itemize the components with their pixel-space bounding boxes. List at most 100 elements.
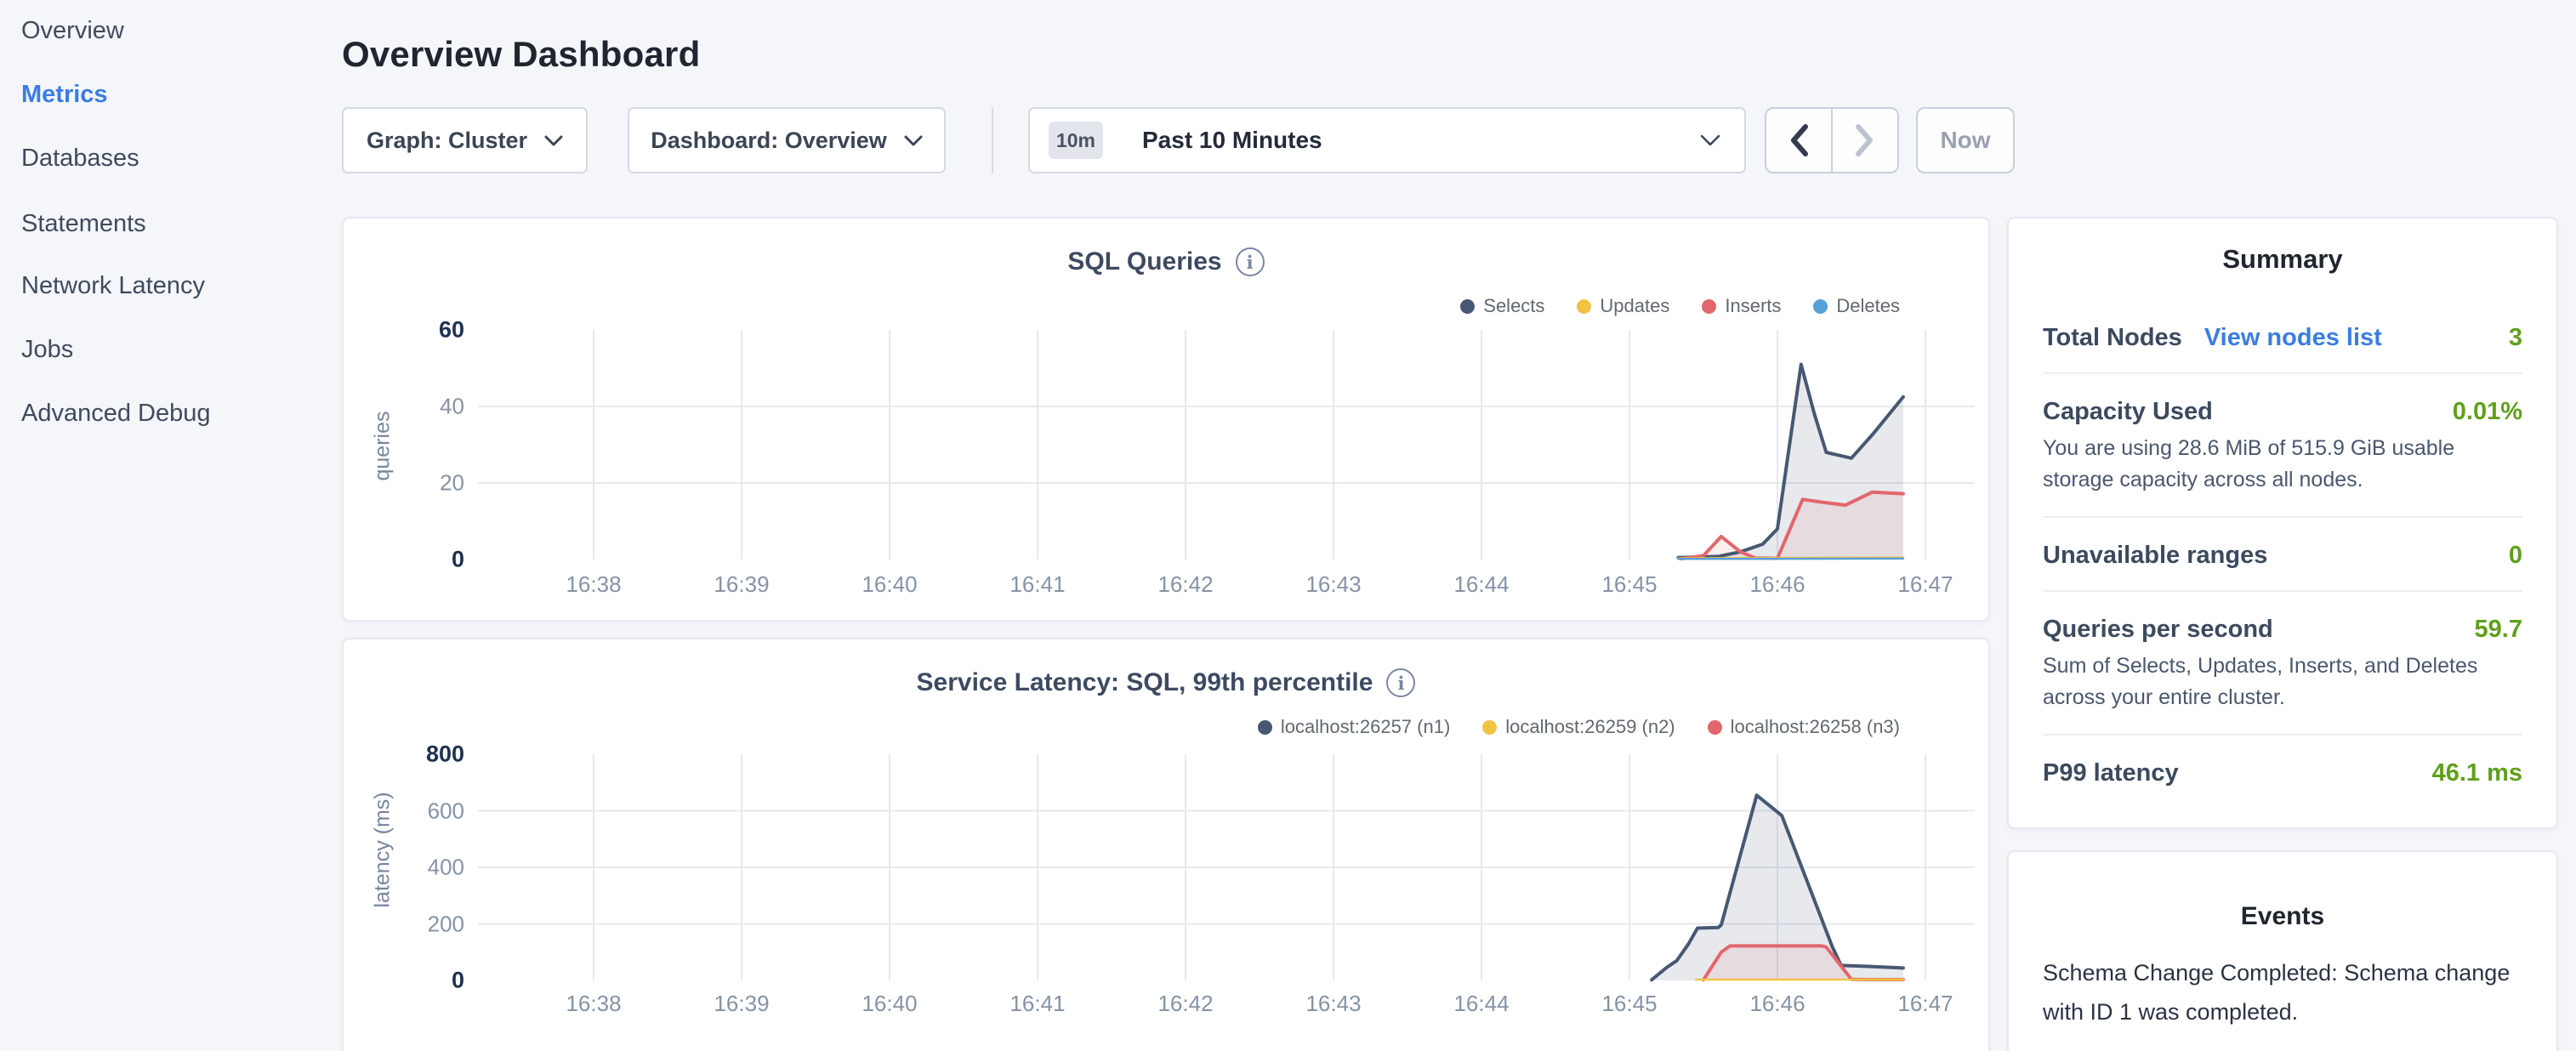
prev-time-button[interactable]	[1766, 109, 1831, 172]
sidebar-item-databases[interactable]: Databases	[21, 145, 139, 172]
legend-label: Updates	[1600, 295, 1670, 316]
view-nodes-list-link[interactable]: View nodes list	[2204, 324, 2382, 351]
legend-item: Updates	[1577, 295, 1669, 317]
y-tick-label: 20	[440, 469, 464, 496]
y-tick-label: 40	[440, 393, 464, 419]
info-icon[interactable]: i	[1235, 247, 1265, 276]
summary-row-label: P99 latency	[2043, 759, 2179, 787]
summary-row-value: 0	[2508, 542, 2522, 569]
legend-label: Inserts	[1725, 295, 1782, 316]
summary-title: Summary	[2222, 244, 2343, 274]
legend-label: Selects	[1483, 295, 1545, 316]
chart-legend: localhost:26257 (n1) localhost:26259 (n2…	[1257, 716, 1900, 738]
y-tick-label: 400	[427, 854, 464, 880]
graph-dropdown[interactable]: Graph: Cluster	[342, 107, 588, 173]
sidebar-item-statements[interactable]: Statements	[21, 210, 146, 237]
summary-row-p99-latency: P99 latency 46.1 ms	[2043, 736, 2522, 808]
x-tick-label: 16:45	[1601, 991, 1658, 1016]
summary-row-value: 0.01%	[2452, 398, 2522, 425]
summary-row-unavailable-ranges: Unavailable ranges 0	[2043, 518, 2522, 592]
summary-row-value: 59.7	[2474, 616, 2522, 643]
chevron-down-icon	[904, 135, 923, 146]
controls-divider	[992, 107, 993, 173]
x-tick-label: 16:42	[1157, 571, 1214, 597]
sidebar-item-overview[interactable]: Overview	[21, 17, 124, 44]
time-range-badge: 10m	[1049, 122, 1103, 159]
y-tick-label: 0	[451, 967, 464, 993]
sql-queries-plot: 16:38 16:39 16:40 16:41 16:42 16:43 16:44 16:45…	[344, 219, 1988, 620]
chevron-left-icon	[1791, 124, 1808, 156]
graph-dropdown-label: Graph: Cluster	[366, 127, 528, 153]
service-latency-plot: 16:38 16:39 16:40 16:41 16:42 16:43 16:44 16:45…	[344, 639, 1988, 1051]
y-tick-label: 0	[451, 546, 464, 572]
dashboard-dropdown[interactable]: Dashboard: Overview	[628, 107, 946, 173]
legend-label: localhost:26257 (n1)	[1280, 716, 1451, 737]
summary-row-queries-per-second: Queries per second 59.7 Sum of Selects, …	[2043, 592, 2522, 736]
x-tick-label: 16:41	[1009, 571, 1066, 597]
sql-queries-chart-card: SQL Queries i Selects Updates Inserts De…	[342, 217, 1990, 622]
legend-label: localhost:26259 (n2)	[1505, 716, 1675, 737]
x-tick-label: 16:43	[1305, 991, 1362, 1016]
x-tick-label: 16:39	[714, 991, 770, 1016]
next-time-button[interactable]	[1831, 109, 1897, 172]
sidebar-item-network-latency[interactable]: Network Latency	[21, 272, 205, 299]
x-tick-label: 16:40	[862, 571, 918, 597]
x-tick-label: 16:47	[1897, 571, 1953, 597]
summary-row-value: 3	[2508, 324, 2522, 351]
chevron-right-icon	[1856, 124, 1873, 156]
x-tick-label: 16:38	[566, 991, 622, 1016]
legend-dot-updates	[1577, 298, 1592, 314]
chevron-down-icon	[1700, 134, 1720, 146]
x-tick-label: 16:47	[1897, 991, 1953, 1016]
legend-label: Deletes	[1836, 295, 1900, 316]
sidebar-item-advanced-debug[interactable]: Advanced Debug	[21, 400, 211, 427]
events-panel: Events Schema Change Completed: Schema c…	[2007, 850, 2558, 1051]
legend-dot-n1	[1257, 719, 1272, 735]
now-button[interactable]: Now	[1916, 107, 2015, 173]
x-tick-label: 16:38	[566, 571, 622, 597]
events-title: Events	[2240, 901, 2325, 930]
legend-dot-inserts	[1702, 298, 1717, 314]
x-tick-label: 16:44	[1453, 991, 1510, 1016]
x-tick-label: 16:45	[1601, 571, 1658, 597]
chart-legend: Selects Updates Inserts Deletes	[1460, 295, 1900, 317]
legend-dot-n2	[1482, 719, 1498, 735]
x-tick-label: 16:41	[1009, 991, 1066, 1016]
event-item-text[interactable]: Schema Change Completed: Schema change w…	[2043, 959, 2511, 1025]
sidebar-item-metrics[interactable]: Metrics	[21, 81, 108, 108]
sidebar-item-jobs[interactable]: Jobs	[21, 336, 74, 363]
page-title: Overview Dashboard	[342, 34, 701, 75]
chart-title: Service Latency: SQL, 99th percentile	[916, 668, 1373, 696]
time-step-buttons	[1765, 107, 1899, 173]
summary-row-label: Total Nodes	[2043, 324, 2182, 351]
y-tick-label: 800	[425, 741, 464, 767]
legend-item: localhost:26258 (n3)	[1707, 716, 1900, 738]
chevron-down-icon	[544, 135, 563, 146]
legend-dot-deletes	[1813, 298, 1828, 314]
y-tick-label: 60	[438, 316, 464, 343]
time-range-selector[interactable]: 10m Past 10 Minutes	[1028, 107, 1746, 173]
summary-row-total-nodes: Total Nodes View nodes list 3	[2043, 300, 2522, 374]
summary-row-description: Sum of Selects, Updates, Inserts, and De…	[2043, 654, 2478, 709]
y-tick-label: 200	[427, 911, 464, 936]
x-tick-label: 16:39	[714, 571, 770, 597]
legend-item: localhost:26257 (n1)	[1257, 716, 1451, 738]
summary-row-description: You are using 28.6 MiB of 515.9 GiB usab…	[2043, 436, 2455, 491]
x-tick-label: 16:46	[1749, 991, 1805, 1016]
x-tick-label: 16:40	[862, 991, 918, 1016]
legend-dot-selects	[1460, 298, 1476, 314]
dashboard-dropdown-label: Dashboard: Overview	[651, 127, 887, 153]
summary-panel: Summary Total Nodes View nodes list 3 Ca…	[2007, 217, 2558, 829]
info-icon[interactable]: i	[1386, 668, 1416, 697]
x-tick-label: 16:42	[1157, 991, 1214, 1016]
y-tick-label: 600	[427, 798, 464, 823]
legend-label: localhost:26258 (n3)	[1730, 716, 1900, 737]
legend-item: Deletes	[1813, 295, 1900, 317]
legend-dot-n3	[1707, 719, 1722, 735]
summary-row-value: 46.1 ms	[2431, 759, 2522, 787]
x-tick-label: 16:44	[1453, 571, 1510, 597]
chart-title: SQL Queries	[1067, 247, 1222, 276]
summary-row-capacity-used: Capacity Used 0.01% You are using 28.6 M…	[2043, 374, 2522, 518]
x-tick-label: 16:43	[1305, 571, 1362, 597]
